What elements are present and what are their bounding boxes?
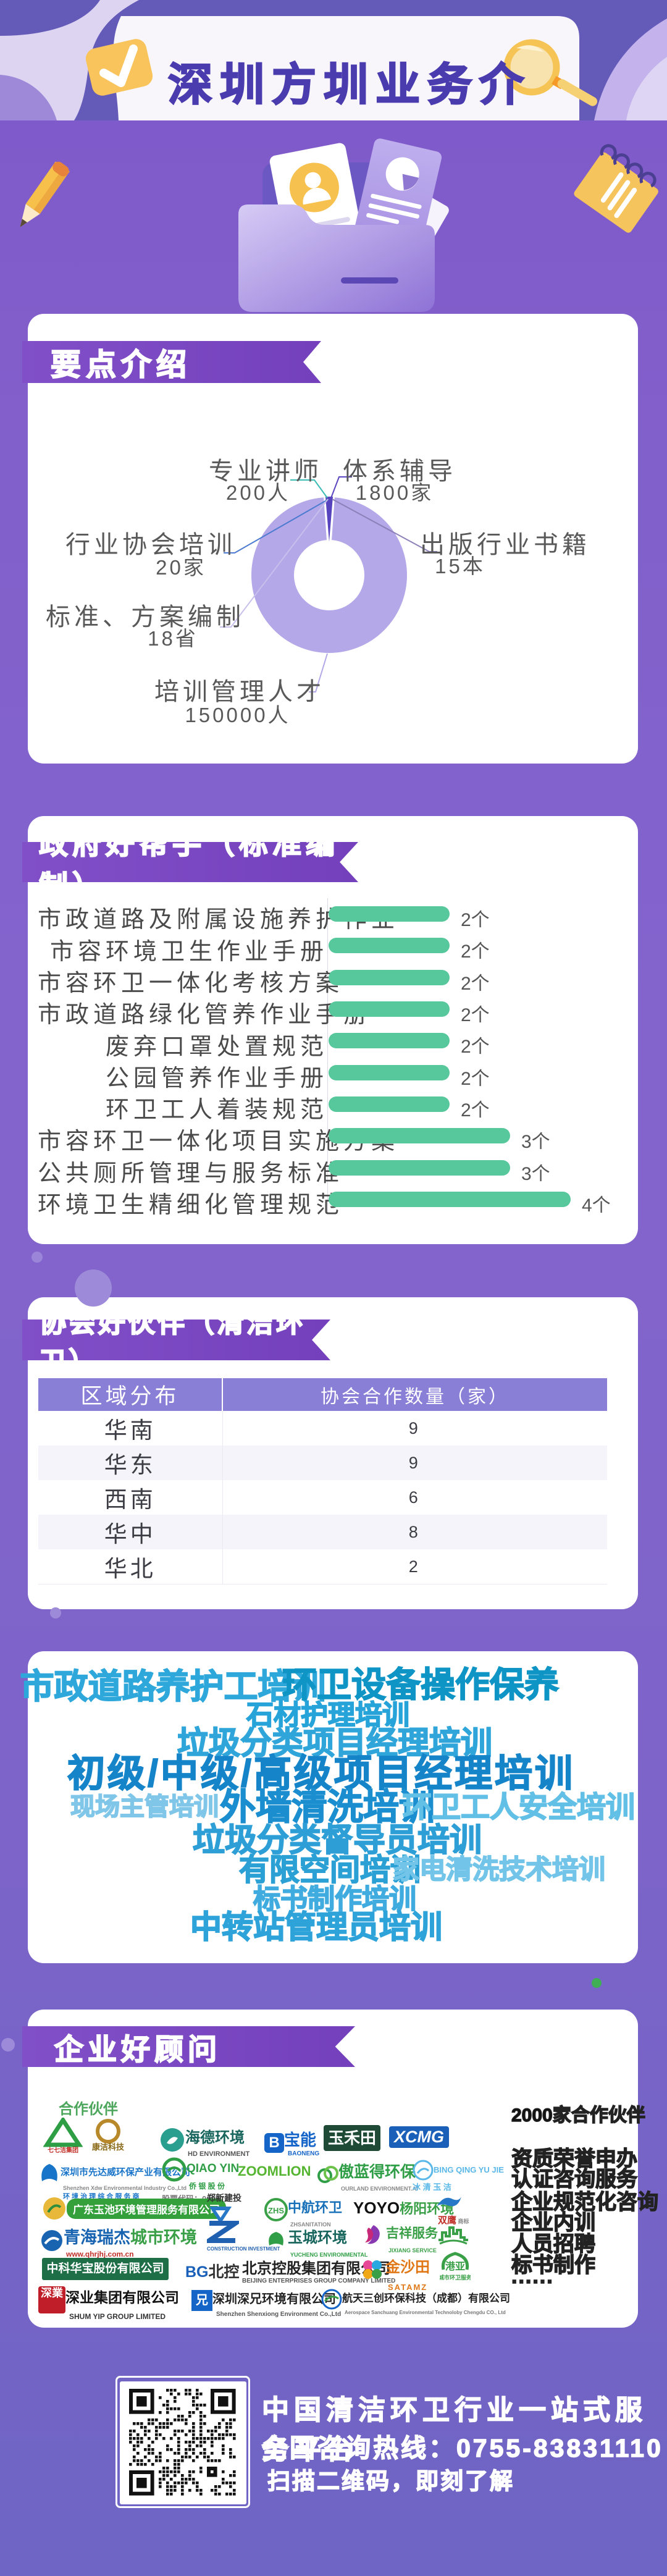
- svg-text:ZHS: ZHS: [268, 2206, 284, 2215]
- svg-text:城市环卫服务: 城市环卫服务: [440, 2274, 471, 2281]
- svg-text:港亚: 港亚: [445, 2260, 465, 2272]
- svg-text:康洁科技: 康洁科技: [92, 2142, 125, 2152]
- svg-text:七七洁集团: 七七洁集团: [48, 2146, 78, 2153]
